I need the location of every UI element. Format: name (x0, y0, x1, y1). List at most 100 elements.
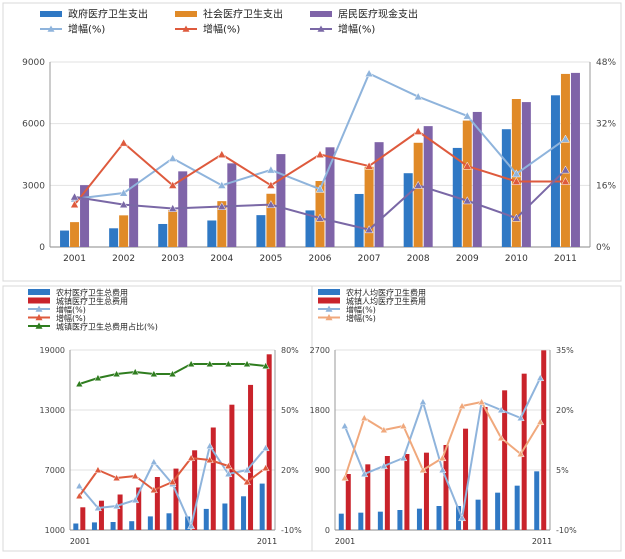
legend-marker (35, 322, 43, 329)
line-marker-3-2009 (224, 359, 233, 368)
bar-1-2005 (256, 215, 266, 247)
line-marker-1-2011 (561, 134, 570, 143)
line-marker-1-2009 (462, 111, 472, 120)
line-marker-3-2006 (315, 213, 325, 222)
bar-1-2002 (109, 228, 119, 247)
line-marker-2-2003 (168, 180, 178, 189)
bar-2-2003 (168, 210, 178, 247)
y-left-tick-label: 3000 (22, 181, 45, 191)
line-marker-3-2004 (131, 367, 140, 376)
y-right-tick-label: 48% (596, 58, 616, 68)
line-marker-1-2008 (205, 441, 214, 450)
y-left-tick-label: 7000 (45, 466, 65, 475)
line-marker-2-2007 (458, 401, 466, 410)
chart-main: 0 3000 6000 9000 0% 16% 32% 48% 2001 2002 2003 2004… (22, 8, 616, 265)
bar-1-2006 (436, 506, 442, 530)
line-marker-2-2001 (70, 200, 79, 209)
line-marker-1-2007 (458, 513, 466, 522)
line-marker-3-2008 (413, 180, 423, 189)
line-marker-2-2002 (119, 138, 129, 147)
x-tick-label: 2006 (309, 254, 332, 264)
legend-label: 增幅(%) (56, 305, 86, 315)
bar-1-2004 (207, 220, 217, 247)
line-marker-1-2009 (497, 405, 506, 414)
line-marker-1-2007 (187, 521, 196, 530)
line-marker-3-2001 (70, 192, 79, 201)
line-marker-3-2004 (217, 202, 227, 210)
bar-2-2001 (70, 222, 80, 247)
y-right-tick-label: -10% (556, 526, 577, 535)
x-tick-label: 2009 (456, 254, 479, 264)
line-marker-1-2002 (119, 188, 129, 197)
x-tick-label: 2011 (532, 537, 552, 546)
bar-1-2005 (416, 508, 422, 530)
bar-1-2010 (241, 496, 247, 530)
line-marker-3-2011 (261, 361, 270, 370)
bar-1-2007 (456, 506, 462, 530)
bar-1-2007 (354, 193, 364, 247)
legend-label: 增幅(%) (338, 23, 375, 36)
legend-label: 增幅(%) (346, 313, 376, 323)
bar-1-2004 (129, 521, 135, 530)
line-marker-1-2007 (364, 69, 374, 78)
line-marker-3-2001 (75, 379, 84, 388)
line-marker-1-2009 (224, 469, 233, 478)
bar-2-2003 (384, 456, 390, 530)
line-marker-1-2010 (516, 413, 525, 422)
y-left-tick-label: 19000 (40, 346, 65, 355)
bar-3-2010 (521, 102, 531, 247)
bar-2-2009 (229, 404, 235, 530)
y-left-tick-label: 0 (39, 243, 45, 253)
bar-1-2006 (166, 513, 172, 530)
bar-1-2007 (185, 516, 191, 530)
line-marker-2-2005 (266, 180, 276, 189)
line-marker-2-2011 (561, 176, 570, 185)
line-marker-1-2011 (536, 373, 545, 382)
top-panel-border (2, 2, 622, 282)
line-marker-1-2003 (168, 153, 178, 162)
line-marker-2-2008 (205, 455, 214, 464)
line-marker-2-2009 (497, 433, 506, 442)
legend-label: 增幅(%) (56, 313, 86, 323)
line-marker-3-2005 (266, 200, 276, 209)
line-marker-3-2007 (364, 225, 374, 234)
legend-label: 增幅(%) (346, 305, 376, 315)
bar-2-2007 (463, 428, 469, 530)
bar-2-2007 (364, 166, 374, 247)
legend-label: 增幅(%) (203, 23, 240, 36)
line-marker-2-2005 (419, 465, 427, 474)
bar-1-2003 (158, 223, 168, 247)
line-marker-1-2003 (112, 501, 121, 510)
line-marker-2-2001 (75, 491, 84, 500)
line-marker-2-2010 (511, 176, 521, 185)
bar-2-2011 (560, 73, 570, 247)
line-marker-1-2011 (261, 443, 270, 452)
line-marker-2-2006 (315, 149, 325, 158)
legend-swatch (175, 11, 197, 17)
line-marker-2-2010 (243, 477, 251, 486)
legend-marker (47, 25, 55, 32)
legend-label: 增幅(%) (68, 23, 105, 36)
legend-label: 政府医疗卫生支出 (68, 8, 148, 21)
legend-marker (325, 305, 333, 312)
bar-2-2006 (173, 468, 179, 530)
bottom-right-panel-border (311, 285, 622, 552)
y-left-tick-label: 0 (325, 526, 330, 535)
line-marker-3-2008 (205, 359, 214, 368)
line-marker-3-2002 (94, 373, 102, 382)
bar-2-2001 (345, 474, 351, 530)
bar-3-2005 (276, 154, 286, 247)
y-right-tick-label: 50% (281, 406, 299, 415)
line-marker-2-2004 (217, 149, 227, 158)
legend-marker (35, 305, 43, 312)
bar-2-2004 (404, 454, 410, 530)
x-tick-label: 2008 (407, 254, 430, 264)
x-tick-label: 2003 (161, 254, 184, 264)
line-marker-1-2002 (94, 503, 102, 512)
y-left-tick-label: 13000 (40, 406, 65, 415)
line-marker-2-2004 (399, 421, 408, 430)
legend-marker (317, 25, 325, 32)
line-marker-1-2006 (315, 184, 325, 193)
bar-1-2001 (73, 523, 79, 530)
y-left-tick-label: 1000 (45, 526, 65, 535)
